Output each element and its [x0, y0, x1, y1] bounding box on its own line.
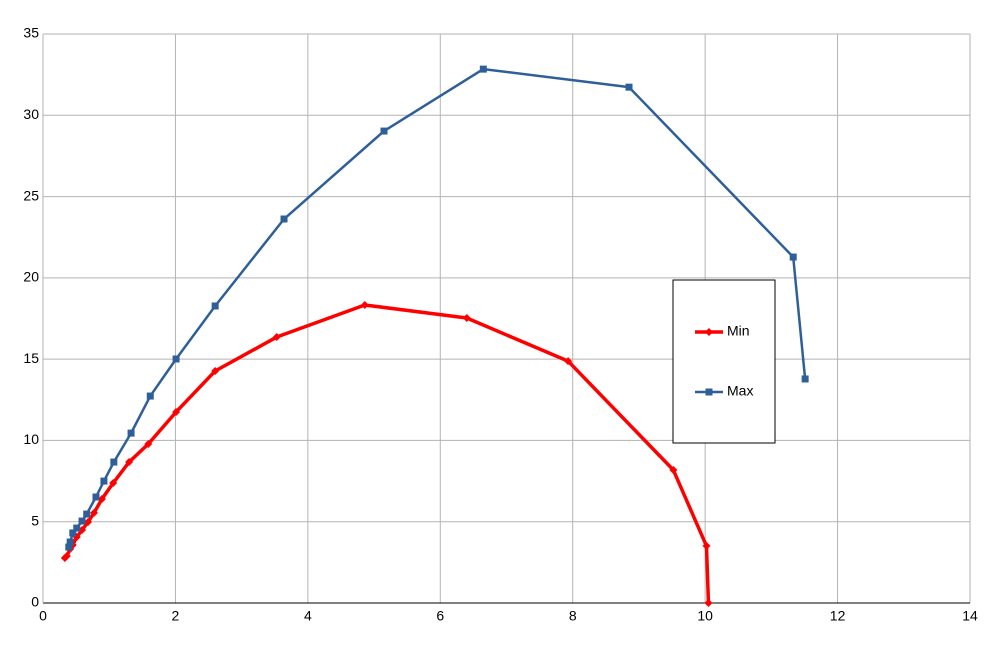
marker: [73, 524, 81, 532]
x-tick-label: 12: [830, 608, 846, 624]
legend-label: Min: [727, 323, 750, 339]
marker: [97, 494, 106, 503]
marker: [360, 301, 369, 310]
marker: [144, 440, 153, 449]
marker: [125, 458, 134, 467]
marker: [462, 314, 471, 323]
y-tick-label: 20: [23, 269, 39, 285]
x-tick-label: 2: [172, 608, 180, 624]
marker: [127, 429, 135, 437]
legend: Min Max: [672, 279, 776, 444]
y-tick-label: 0: [31, 594, 39, 610]
y-tick-label: 5: [31, 512, 39, 528]
legend-box: [672, 279, 776, 444]
marker: [89, 508, 98, 517]
marker: [172, 407, 181, 416]
marker: [705, 388, 713, 396]
marker: [479, 65, 487, 73]
marker: [789, 253, 797, 261]
series-line: [63, 303, 711, 604]
marker: [66, 538, 74, 546]
x-tick-label: 8: [569, 608, 577, 624]
marker: [62, 552, 71, 561]
x-tick-label: 10: [697, 608, 713, 624]
marker: [109, 479, 118, 488]
legend-label: Max: [727, 383, 753, 399]
marker: [69, 529, 77, 537]
marker: [92, 493, 100, 501]
marker: [78, 517, 86, 525]
marker: [272, 333, 281, 342]
marker: [146, 392, 154, 400]
marker: [669, 466, 678, 475]
x-tick-label: 0: [39, 608, 47, 624]
y-tick-label: 30: [23, 106, 39, 122]
marker: [211, 302, 219, 310]
y-tick-label: 35: [23, 25, 39, 41]
x-tick-label: 14: [962, 608, 978, 624]
marker: [705, 328, 713, 336]
marker: [704, 599, 713, 607]
marker: [625, 83, 633, 91]
marker: [83, 510, 91, 518]
marker: [380, 127, 388, 135]
marker: [564, 357, 573, 366]
y-tick-label: 25: [23, 187, 39, 203]
x-tick-label: 4: [304, 608, 312, 624]
marker: [84, 518, 93, 527]
y-tick-label: 15: [23, 350, 39, 366]
marker: [172, 355, 180, 363]
marker: [702, 541, 711, 550]
marker: [100, 477, 108, 485]
marker: [211, 367, 220, 376]
marker: [801, 375, 809, 383]
y-tick-label: 10: [23, 431, 39, 447]
marker: [65, 543, 73, 551]
marker: [110, 458, 118, 466]
marker: [280, 215, 288, 223]
x-tick-label: 6: [436, 608, 444, 624]
